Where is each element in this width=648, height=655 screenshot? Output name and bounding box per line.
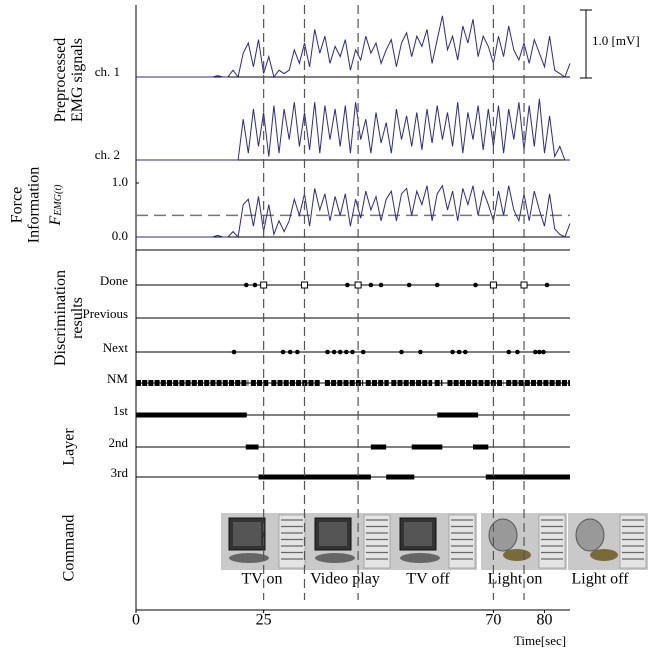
event-dot bbox=[418, 349, 423, 355]
lamp-shade bbox=[575, 518, 605, 552]
scale-label: 1.0 [mV] bbox=[592, 33, 640, 48]
event-dot bbox=[295, 349, 300, 355]
symbol-sub: EMG(t) bbox=[53, 184, 64, 217]
command-image bbox=[307, 513, 392, 570]
event-dot bbox=[399, 349, 404, 355]
series-label: ch. 1 bbox=[95, 64, 120, 79]
x-tick-label: 25 bbox=[256, 612, 272, 629]
panel-label: Command bbox=[61, 515, 78, 582]
event-dot bbox=[231, 349, 237, 355]
command-marker bbox=[520, 281, 528, 289]
row-label: 3rd bbox=[111, 465, 129, 480]
command-marker bbox=[489, 281, 497, 289]
tv-screen bbox=[404, 522, 432, 546]
command-image bbox=[568, 513, 648, 570]
command-label: TV on bbox=[241, 571, 282, 588]
y-tick-label: 1.0 bbox=[112, 174, 128, 189]
force-symbol: FEMG(t) bbox=[47, 184, 65, 227]
lamp-base bbox=[503, 549, 531, 561]
command-marker bbox=[300, 281, 308, 289]
y-tick-label: 0.0 bbox=[112, 228, 128, 243]
lamp-base bbox=[590, 549, 618, 561]
event-dot bbox=[515, 349, 520, 355]
tv-stand bbox=[400, 553, 440, 563]
event-dot bbox=[243, 282, 249, 288]
event-dot bbox=[463, 349, 468, 355]
event-dot bbox=[450, 349, 455, 355]
event-dot bbox=[331, 349, 337, 355]
event-dot bbox=[360, 349, 366, 355]
series-label: ch. 2 bbox=[95, 147, 120, 162]
x-tick-label: 80 bbox=[536, 612, 552, 629]
event-dot bbox=[368, 282, 374, 288]
panel-label: Discrimination bbox=[52, 270, 69, 366]
command-label: Video play bbox=[310, 571, 380, 588]
command-marker bbox=[354, 281, 362, 289]
command-image bbox=[392, 513, 477, 570]
row-label: Next bbox=[103, 340, 129, 355]
event-dot bbox=[537, 349, 542, 355]
event-dot bbox=[350, 349, 355, 355]
event-dot bbox=[325, 349, 330, 355]
event-dot bbox=[473, 282, 478, 288]
event-dot bbox=[337, 349, 343, 355]
symbol: F bbox=[47, 215, 64, 226]
event-dot bbox=[532, 349, 538, 355]
tv-stand bbox=[315, 553, 355, 563]
panel-label: Information bbox=[26, 167, 43, 243]
command-marker bbox=[260, 281, 268, 289]
command-label: Light off bbox=[571, 571, 629, 588]
panel-label: Preprocessed bbox=[52, 38, 69, 122]
panel-label: Force bbox=[9, 187, 26, 223]
panel-ui bbox=[448, 514, 476, 569]
event-dot bbox=[378, 282, 384, 288]
signal-line bbox=[136, 15, 571, 79]
panel-label: results bbox=[69, 297, 86, 339]
tv-screen bbox=[319, 522, 347, 546]
event-dot bbox=[544, 282, 550, 288]
command-label: Light on bbox=[488, 571, 543, 588]
event-dot bbox=[287, 349, 293, 355]
panel-ui bbox=[278, 514, 306, 569]
row-label: Previous bbox=[83, 306, 129, 321]
panel-ui bbox=[363, 514, 391, 569]
x-tick-label: 0 bbox=[132, 612, 140, 629]
panel-ui bbox=[538, 514, 566, 569]
event-dot bbox=[541, 349, 546, 355]
panel-ui bbox=[619, 514, 647, 569]
command-image bbox=[481, 513, 567, 570]
event-dot bbox=[406, 282, 412, 288]
event-dot bbox=[506, 349, 512, 355]
event-dot bbox=[345, 282, 350, 288]
row-label: Done bbox=[100, 273, 128, 288]
row-label: 1st bbox=[113, 403, 129, 418]
event-dot bbox=[280, 349, 286, 355]
row-label: 2nd bbox=[109, 435, 129, 450]
panel-label: Layer bbox=[61, 428, 78, 466]
lamp-shade bbox=[488, 518, 518, 552]
signal-line bbox=[136, 184, 571, 239]
row-label: NM bbox=[107, 371, 128, 386]
tv-stand bbox=[229, 553, 269, 563]
x-tick-label: 70 bbox=[485, 612, 501, 629]
x-axis-label: Time[sec] bbox=[514, 633, 566, 648]
event-dot bbox=[252, 282, 258, 288]
tv-screen bbox=[233, 522, 261, 546]
event-dot bbox=[456, 349, 462, 355]
command-label: TV off bbox=[406, 571, 450, 588]
event-dot bbox=[434, 282, 440, 288]
panel-label: EMG signals bbox=[69, 38, 86, 122]
signal-line bbox=[136, 98, 570, 161]
event-dot bbox=[344, 349, 349, 355]
